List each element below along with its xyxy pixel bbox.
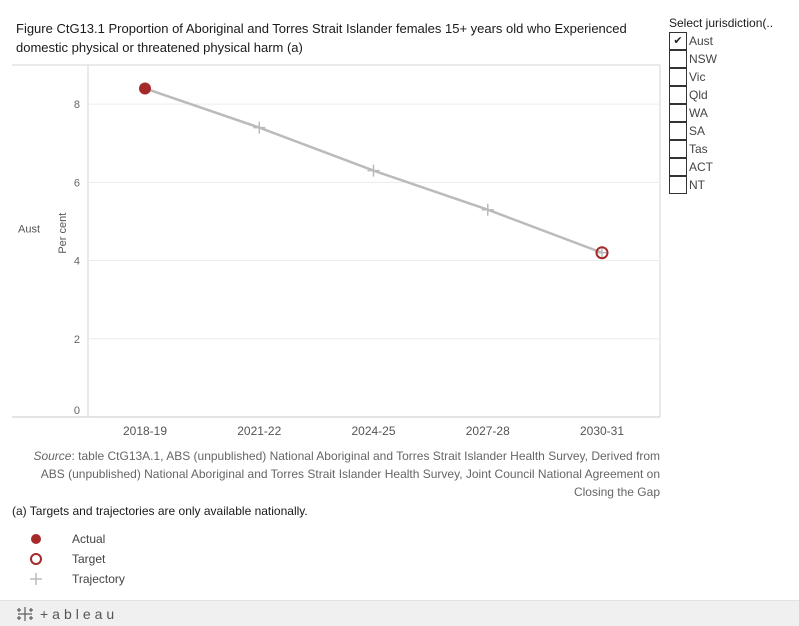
filter-option-nsw[interactable]: NSW — [669, 50, 799, 68]
checkbox-icon[interactable] — [669, 176, 687, 194]
filter-option-sa[interactable]: SA — [669, 122, 799, 140]
y-tick-label: 6 — [74, 177, 80, 189]
tableau-brand-link[interactable]: +ableau — [14, 604, 118, 624]
filter-option-label: SA — [689, 124, 706, 138]
x-tick-label: 2021-22 — [237, 424, 281, 438]
legend-label: Trajectory — [72, 572, 125, 586]
filter-list: ✔ Aust NSW Vic Qld WA SA Tas ACT NT — [669, 32, 799, 194]
legend-label: Actual — [72, 532, 106, 546]
footer-bar: +ableau — [0, 600, 799, 626]
filter-option-vic[interactable]: Vic — [669, 68, 799, 86]
filter-option-label: NT — [689, 178, 705, 192]
trajectory-point — [367, 164, 380, 177]
source-text: : table CtG13A.1, ABS (unpublished) Nati… — [40, 449, 660, 499]
figure-title: Figure CtG13.1 Proportion of Aboriginal … — [16, 21, 627, 55]
filter-option-tas[interactable]: Tas — [669, 140, 799, 158]
filter-option-aust[interactable]: ✔ Aust — [669, 32, 799, 50]
target-point — [595, 246, 609, 260]
trajectory-point — [481, 203, 494, 216]
legend-label: Target — [72, 552, 106, 566]
legend-open-circle-icon — [30, 553, 42, 565]
filter-option-label: Tas — [689, 142, 708, 156]
source-label: Source — [33, 449, 72, 463]
legend-filled-circle-icon — [31, 534, 41, 544]
filter-title: Select jurisdiction(.. — [669, 16, 774, 30]
chart-svg: 0 2 4 6 8 Aust Per cent 2018-19 2021-22 2024-25 20… — [12, 64, 661, 438]
y-tick-label: 2 — [74, 334, 80, 346]
x-tick-label: 2018-19 — [123, 424, 167, 438]
y-axis-title: Per cent — [57, 213, 69, 254]
tableau-logo-icon — [17, 607, 33, 621]
line-chart: 0 2 4 6 8 Aust Per cent 2018-19 2021-22 2024-25 20… — [0, 60, 665, 445]
jurisdiction-filter: Select jurisdiction(.. ✔ Aust NSW Vic Qld WA S… — [669, 14, 799, 194]
actual-point — [139, 82, 151, 95]
x-tick-label: 2027-28 — [466, 424, 510, 438]
filter-option-label: Qld — [689, 88, 708, 102]
legend-item-trajectory[interactable]: Trajectory — [28, 569, 228, 589]
legend-plus-icon — [30, 573, 42, 585]
footnote: (a) Targets and trajectories are only av… — [12, 504, 308, 518]
y-tick-label: 8 — [74, 99, 80, 111]
x-tick-label: 2030-31 — [580, 424, 624, 438]
trajectory-point — [597, 247, 607, 258]
filter-option-label: WA — [689, 106, 708, 120]
checkbox-icon[interactable] — [669, 158, 687, 176]
filter-option-label: ACT — [689, 160, 713, 174]
filter-option-qld[interactable]: Qld — [669, 86, 799, 104]
checkbox-icon[interactable] — [669, 68, 687, 86]
legend-item-target[interactable]: Target — [28, 549, 228, 569]
legend: Actual Target Trajectory — [28, 529, 228, 589]
source-note: Source: table CtG13A.1, ABS (unpublished… — [20, 447, 660, 501]
filter-option-wa[interactable]: WA — [669, 104, 799, 122]
legend-item-actual[interactable]: Actual — [28, 529, 228, 549]
filter-option-label: Aust — [689, 34, 714, 48]
checkbox-checked-icon[interactable]: ✔ — [669, 32, 687, 50]
filter-option-act[interactable]: ACT — [669, 158, 799, 176]
y-tick-label: 4 — [74, 256, 80, 268]
checkbox-icon[interactable] — [669, 104, 687, 122]
y-tick-label: 0 — [74, 405, 80, 417]
checkbox-icon[interactable] — [669, 50, 687, 68]
trajectory-point — [253, 121, 266, 134]
checkbox-icon[interactable] — [669, 86, 687, 104]
filter-option-nt[interactable]: NT — [669, 176, 799, 194]
filter-option-label: Vic — [689, 70, 706, 84]
tableau-wordmark: +ableau — [40, 606, 119, 622]
filter-option-label: NSW — [689, 52, 717, 66]
checkbox-icon[interactable] — [669, 140, 687, 158]
row-header-label: Aust — [18, 224, 40, 236]
x-tick-label: 2024-25 — [351, 424, 395, 438]
checkbox-icon[interactable] — [669, 122, 687, 140]
